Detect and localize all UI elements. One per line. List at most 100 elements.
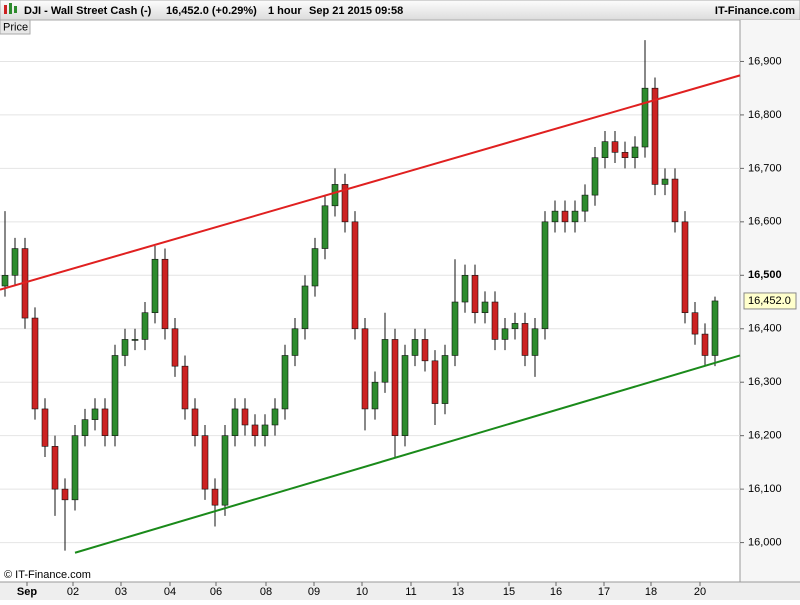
candle-body — [261, 424, 269, 436]
candle-body — [91, 408, 99, 420]
candle-body — [611, 141, 619, 153]
candle-body — [181, 365, 189, 410]
candle-body — [451, 301, 459, 356]
candle-body — [331, 184, 339, 207]
x-tick-label: 16 — [550, 586, 562, 598]
x-tick-label: 06 — [210, 586, 222, 598]
candle-body — [541, 221, 549, 330]
y-tick-label: 16,000 — [748, 536, 782, 548]
candle-body — [691, 312, 699, 335]
instrument: DJI - Wall Street Cash (-) — [24, 5, 152, 17]
candle-body — [421, 339, 429, 362]
panel-label: Price — [3, 21, 28, 33]
candle-body — [501, 328, 509, 340]
candle-body — [481, 301, 489, 314]
candle-body — [241, 408, 249, 426]
candle-body — [391, 339, 399, 436]
candle-body — [291, 328, 299, 356]
x-tick-label: 03 — [115, 586, 127, 598]
y-tick-label: 16,900 — [748, 55, 782, 67]
candle-body — [381, 339, 389, 383]
candle-body — [591, 157, 599, 196]
candle-body — [31, 317, 39, 410]
candle-body — [351, 221, 359, 330]
candle-body — [41, 408, 49, 447]
last-price-box — [743, 292, 797, 310]
x-tick-label: 04 — [164, 586, 176, 598]
candle-body — [61, 488, 69, 501]
candle-body — [401, 355, 409, 436]
candle-body — [571, 210, 579, 223]
quote: 16,452.0 (+0.29%) — [166, 5, 257, 17]
candle-body — [631, 146, 639, 158]
candle-body — [201, 435, 209, 490]
trend-line — [0, 74, 741, 291]
candle-body — [251, 424, 259, 436]
candle-body — [471, 274, 479, 314]
candle-body — [461, 274, 469, 303]
candle-body — [101, 408, 109, 436]
candle-icon — [4, 3, 17, 14]
x-tick-label: 10 — [356, 586, 368, 598]
candle-body — [231, 408, 239, 436]
candle-body — [561, 210, 569, 223]
candle-body — [671, 178, 679, 223]
candle-body — [1, 274, 9, 287]
candle-body — [551, 210, 559, 223]
candle-body — [121, 339, 129, 356]
y-tick-label: 16,300 — [748, 376, 782, 388]
plot — [0, 40, 741, 554]
candle-body — [581, 194, 589, 212]
header-bar — [0, 0, 800, 21]
candle-body — [511, 323, 519, 330]
candle-body — [521, 323, 529, 356]
candle-body — [161, 258, 169, 330]
x-tick-label: 13 — [452, 586, 464, 598]
candle-body — [141, 312, 149, 340]
candle-body — [81, 419, 89, 436]
candle-body — [131, 339, 139, 341]
candle-body — [221, 435, 229, 506]
copyright: © IT-Finance.com — [4, 569, 91, 581]
x-tick-label: 11 — [405, 586, 416, 598]
candle-body — [301, 285, 309, 330]
candle-body — [431, 360, 439, 404]
x-tick-label: 15 — [503, 586, 515, 598]
candle-body — [531, 328, 539, 356]
x-tick-label: 18 — [645, 586, 657, 598]
brand: IT-Finance.com — [715, 5, 795, 17]
y-tick-label: 16,800 — [748, 109, 782, 121]
x-tick-label: 02 — [67, 586, 79, 598]
candle-body — [411, 339, 419, 356]
candle-body — [191, 408, 199, 436]
candle-body — [601, 141, 609, 158]
x-tick-label: 08 — [260, 586, 272, 598]
last-price-label: 16,452.0 — [748, 295, 791, 307]
candle-body — [281, 355, 289, 410]
x-tick-label: 20 — [694, 586, 706, 598]
x-axis-panel — [0, 582, 800, 600]
candle-body — [71, 435, 79, 501]
datetime: Sep 21 2015 09:58 — [309, 5, 403, 17]
candle-body — [51, 446, 59, 490]
candle-body — [111, 355, 119, 436]
candle-body — [681, 221, 689, 314]
y-tick-label: 16,500 — [748, 269, 782, 281]
candle-body — [321, 205, 329, 249]
x-tick-label: Sep — [17, 586, 37, 598]
interval: 1 hour — [268, 5, 302, 17]
trend-line — [74, 354, 741, 554]
candle-body — [441, 355, 449, 404]
candle-body — [361, 328, 369, 410]
x-tick-label: 09 — [308, 586, 320, 598]
candle-body — [711, 300, 719, 356]
x-tick-label: 17 — [598, 586, 610, 598]
candle-body — [151, 258, 159, 314]
candle-body — [341, 184, 349, 223]
y-tick-label: 16,600 — [748, 216, 782, 228]
candle-body — [211, 488, 219, 506]
candle-body — [661, 178, 669, 185]
y-tick-label: 16,200 — [748, 430, 782, 442]
y-tick-label: 16,700 — [748, 162, 782, 174]
